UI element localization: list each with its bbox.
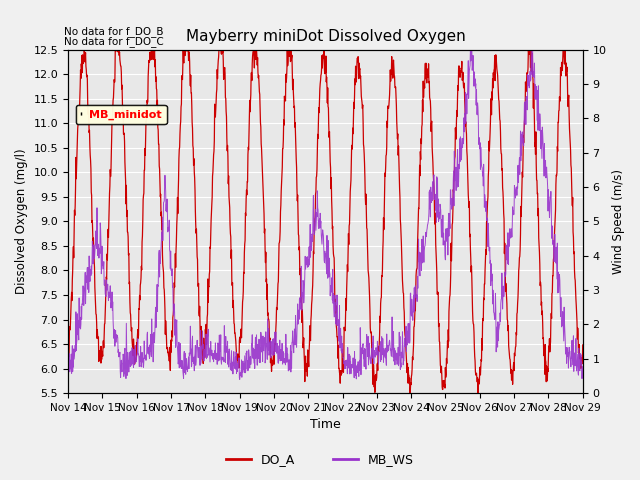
- Text: No data for f_DO_B: No data for f_DO_B: [64, 26, 163, 37]
- MB_WS: [179, 358, 186, 364]
- DO_A: [179, 64, 187, 70]
- DO_A: [518, 169, 526, 175]
- Legend: DO_A, MB_WS: DO_A, MB_WS: [221, 448, 419, 471]
- Legend: MB_minidot: MB_minidot: [76, 105, 166, 124]
- MB_WS: [236, 376, 244, 382]
- Y-axis label: Wind Speed (m/s): Wind Speed (m/s): [612, 169, 625, 274]
- DO_A: [237, 339, 244, 345]
- Y-axis label: Dissolved Oxygen (mg/l): Dissolved Oxygen (mg/l): [15, 149, 28, 294]
- MB_WS: [237, 370, 244, 375]
- DO_A: [405, 381, 413, 386]
- MB_WS: [64, 373, 72, 379]
- DO_A: [166, 368, 174, 373]
- DO_A: [113, 47, 120, 53]
- MB_WS: [405, 321, 413, 326]
- MB_WS: [518, 129, 526, 135]
- DO_A: [579, 342, 587, 348]
- MB_WS: [166, 249, 174, 255]
- Line: MB_WS: MB_WS: [68, 50, 583, 379]
- X-axis label: Time: Time: [310, 419, 340, 432]
- MB_WS: [473, 111, 481, 117]
- DO_A: [473, 374, 481, 380]
- MB_WS: [467, 47, 474, 53]
- DO_A: [406, 390, 414, 396]
- Line: DO_A: DO_A: [68, 50, 583, 393]
- Title: Mayberry miniDot Dissolved Oxygen: Mayberry miniDot Dissolved Oxygen: [186, 29, 465, 44]
- MB_WS: [579, 364, 587, 370]
- Text: No data for f_DO_C: No data for f_DO_C: [64, 36, 164, 47]
- DO_A: [64, 360, 72, 365]
